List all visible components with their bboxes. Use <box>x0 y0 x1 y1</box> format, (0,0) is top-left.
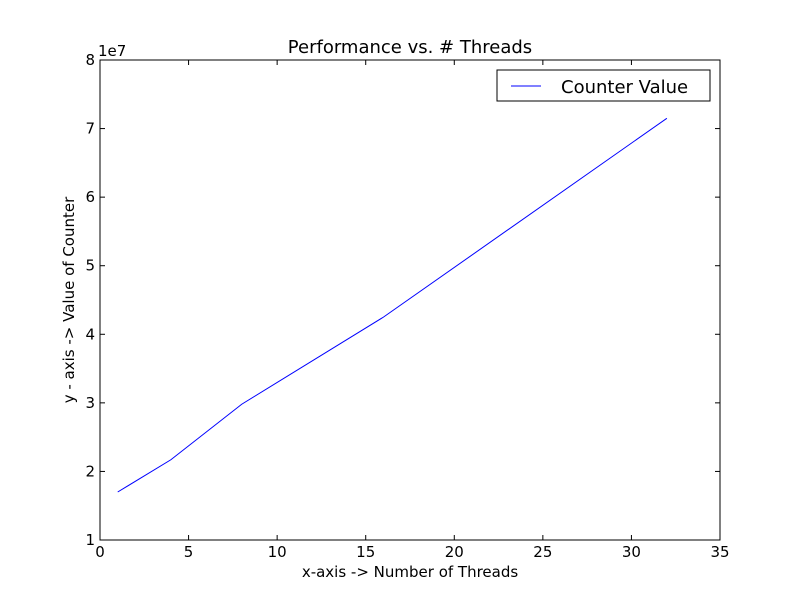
y-tick-label: 2 <box>85 462 95 480</box>
chart-title: Performance vs. # Threads <box>288 37 532 58</box>
x-tick-label: 20 <box>445 543 464 561</box>
legend-label: Counter Value <box>561 77 688 98</box>
x-tick-label: 25 <box>533 543 552 561</box>
x-tick-label: 35 <box>710 543 729 561</box>
x-tick-label: 15 <box>356 543 375 561</box>
y-tick-label: 1 <box>85 531 95 549</box>
y-tick-label: 5 <box>85 257 95 275</box>
y-tick-label: 3 <box>85 394 95 412</box>
x-tick-label: 10 <box>268 543 287 561</box>
y-tick-label: 4 <box>85 325 95 343</box>
plot-area: 0 5 10 15 20 25 30 35 1 2 3 4 5 6 7 8 <box>85 51 729 561</box>
y-axis-label: y - axis -> Value of Counter <box>60 196 78 403</box>
x-axis-label: x-axis -> Number of Threads <box>302 563 519 581</box>
x-tick-label: 0 <box>95 543 105 561</box>
legend: Counter Value <box>496 69 711 102</box>
y-tick-label: 6 <box>85 188 95 206</box>
series-line <box>117 117 668 493</box>
x-tick-label: 5 <box>184 543 194 561</box>
plot-frame <box>99 59 721 541</box>
y-tick-label: 8 <box>85 51 95 69</box>
y-offset-label: 1e7 <box>98 42 126 60</box>
x-tick-label: 30 <box>622 543 641 561</box>
y-tick-label: 7 <box>85 120 95 138</box>
